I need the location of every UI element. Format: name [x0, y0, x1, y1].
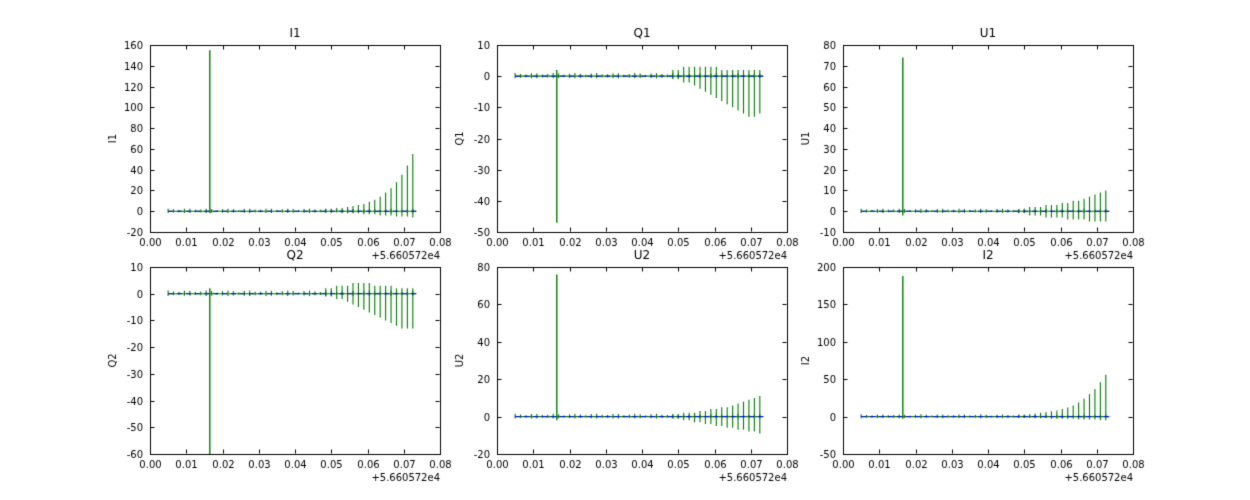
subplot-u2: [452, 242, 799, 494]
subplot-i2: [798, 242, 1145, 494]
subplot-q2: [105, 242, 452, 494]
subplot-q1: [452, 20, 799, 272]
chart-canvas-u1: [798, 20, 1145, 272]
chart-canvas-i1: [105, 20, 452, 272]
chart-canvas-q2: [105, 242, 452, 494]
chart-canvas-i2: [798, 242, 1145, 494]
subplot-u1: [798, 20, 1145, 272]
chart-canvas-q1: [452, 20, 799, 272]
subplot-i1: [105, 20, 452, 272]
chart-canvas-u2: [452, 242, 799, 494]
